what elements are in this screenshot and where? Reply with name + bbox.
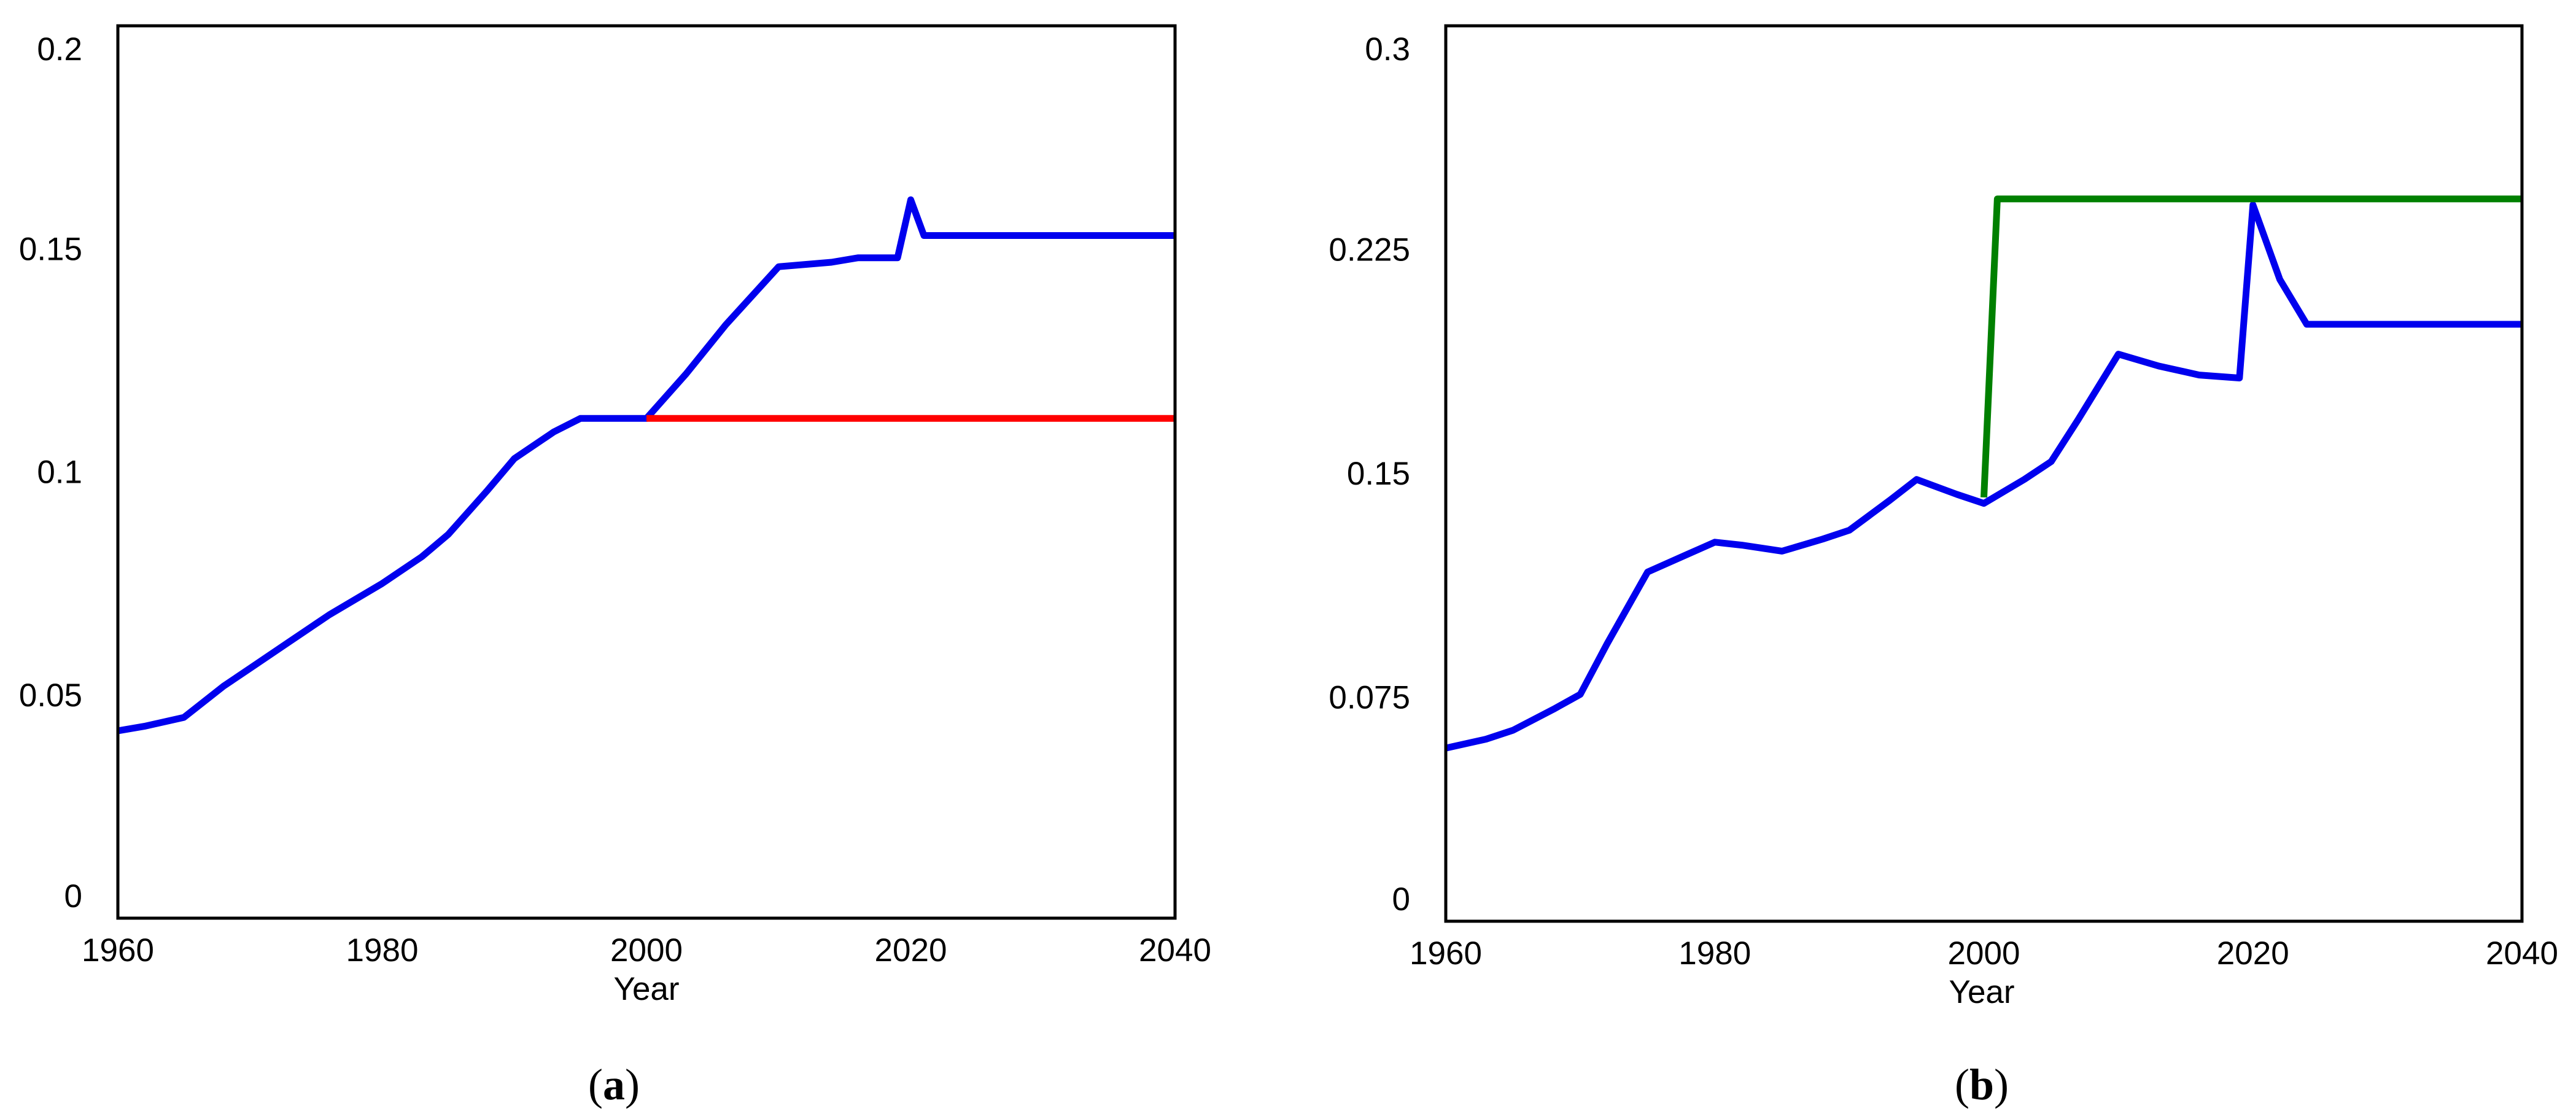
- x-tick-label-a: 1960: [82, 932, 154, 969]
- x-tick-label-a: 2020: [875, 932, 947, 969]
- y-tick-label-b: 0: [1392, 881, 1410, 918]
- x-tick-label-b: 1960: [1410, 935, 1482, 972]
- x-tick-labels-b: 1960 1980 2000 2020 2040: [1410, 935, 2558, 972]
- series-layer-a: [117, 196, 1175, 735]
- panel-caption-b: (b): [1955, 1060, 2009, 1109]
- plot-frame-b: [1444, 24, 2524, 923]
- panel-caption-a: (a): [588, 1060, 640, 1109]
- y-tick-labels-a: 0 0.05 0.1 0.15 0.2: [19, 31, 82, 914]
- x-tick-label-b: 2000: [1948, 935, 2020, 972]
- y-tick-label-a: 0: [64, 878, 82, 914]
- y-tick-label-a: 0.2: [37, 31, 82, 68]
- y-tick-label-a: 0.15: [19, 231, 82, 267]
- y-tick-label-b: 0.225: [1329, 232, 1410, 268]
- series-line-b-1: [1445, 201, 2522, 752]
- x-tick-label-b: 2040: [2486, 935, 2558, 972]
- y-tick-label-a: 0.1: [37, 454, 82, 491]
- y-tick-label-b: 0.15: [1347, 456, 1410, 492]
- plot-frame-a: [116, 24, 1177, 920]
- y-tick-label-a: 0.05: [19, 677, 82, 714]
- series-line-b-2: [1980, 195, 2522, 498]
- x-axis-title-a: Year: [613, 971, 679, 1007]
- chart-panel-a: 1960 1980 2000 2020 2040 0 0.05 0.1 0.15 0.2 Yea…: [19, 24, 1211, 1109]
- x-axis-title-b: Year: [1949, 974, 2014, 1010]
- y-tick-labels-b: 0 0.075 0.15 0.225 0.3: [1329, 31, 1410, 918]
- x-tick-label-b: 1980: [1678, 935, 1751, 972]
- series-line-a-1: [117, 196, 1175, 735]
- chart-panel-b: 1960 1980 2000 2020 2040 00.0750.150.2250.3 …: [1329, 24, 2558, 1109]
- x-tick-labels-a: 1960 1980 2000 2020 2040: [82, 932, 1211, 969]
- x-tick-label-b: 2020: [2217, 935, 2289, 972]
- y-tick-label-b: 0.3: [1365, 31, 1410, 68]
- x-tick-label-a: 1980: [346, 932, 419, 969]
- x-tick-label-a: 2000: [610, 932, 683, 969]
- x-tick-label-a: 2040: [1139, 932, 1211, 969]
- series-layer-b: [1445, 195, 2522, 752]
- y-tick-label-b: 0.075: [1329, 680, 1410, 716]
